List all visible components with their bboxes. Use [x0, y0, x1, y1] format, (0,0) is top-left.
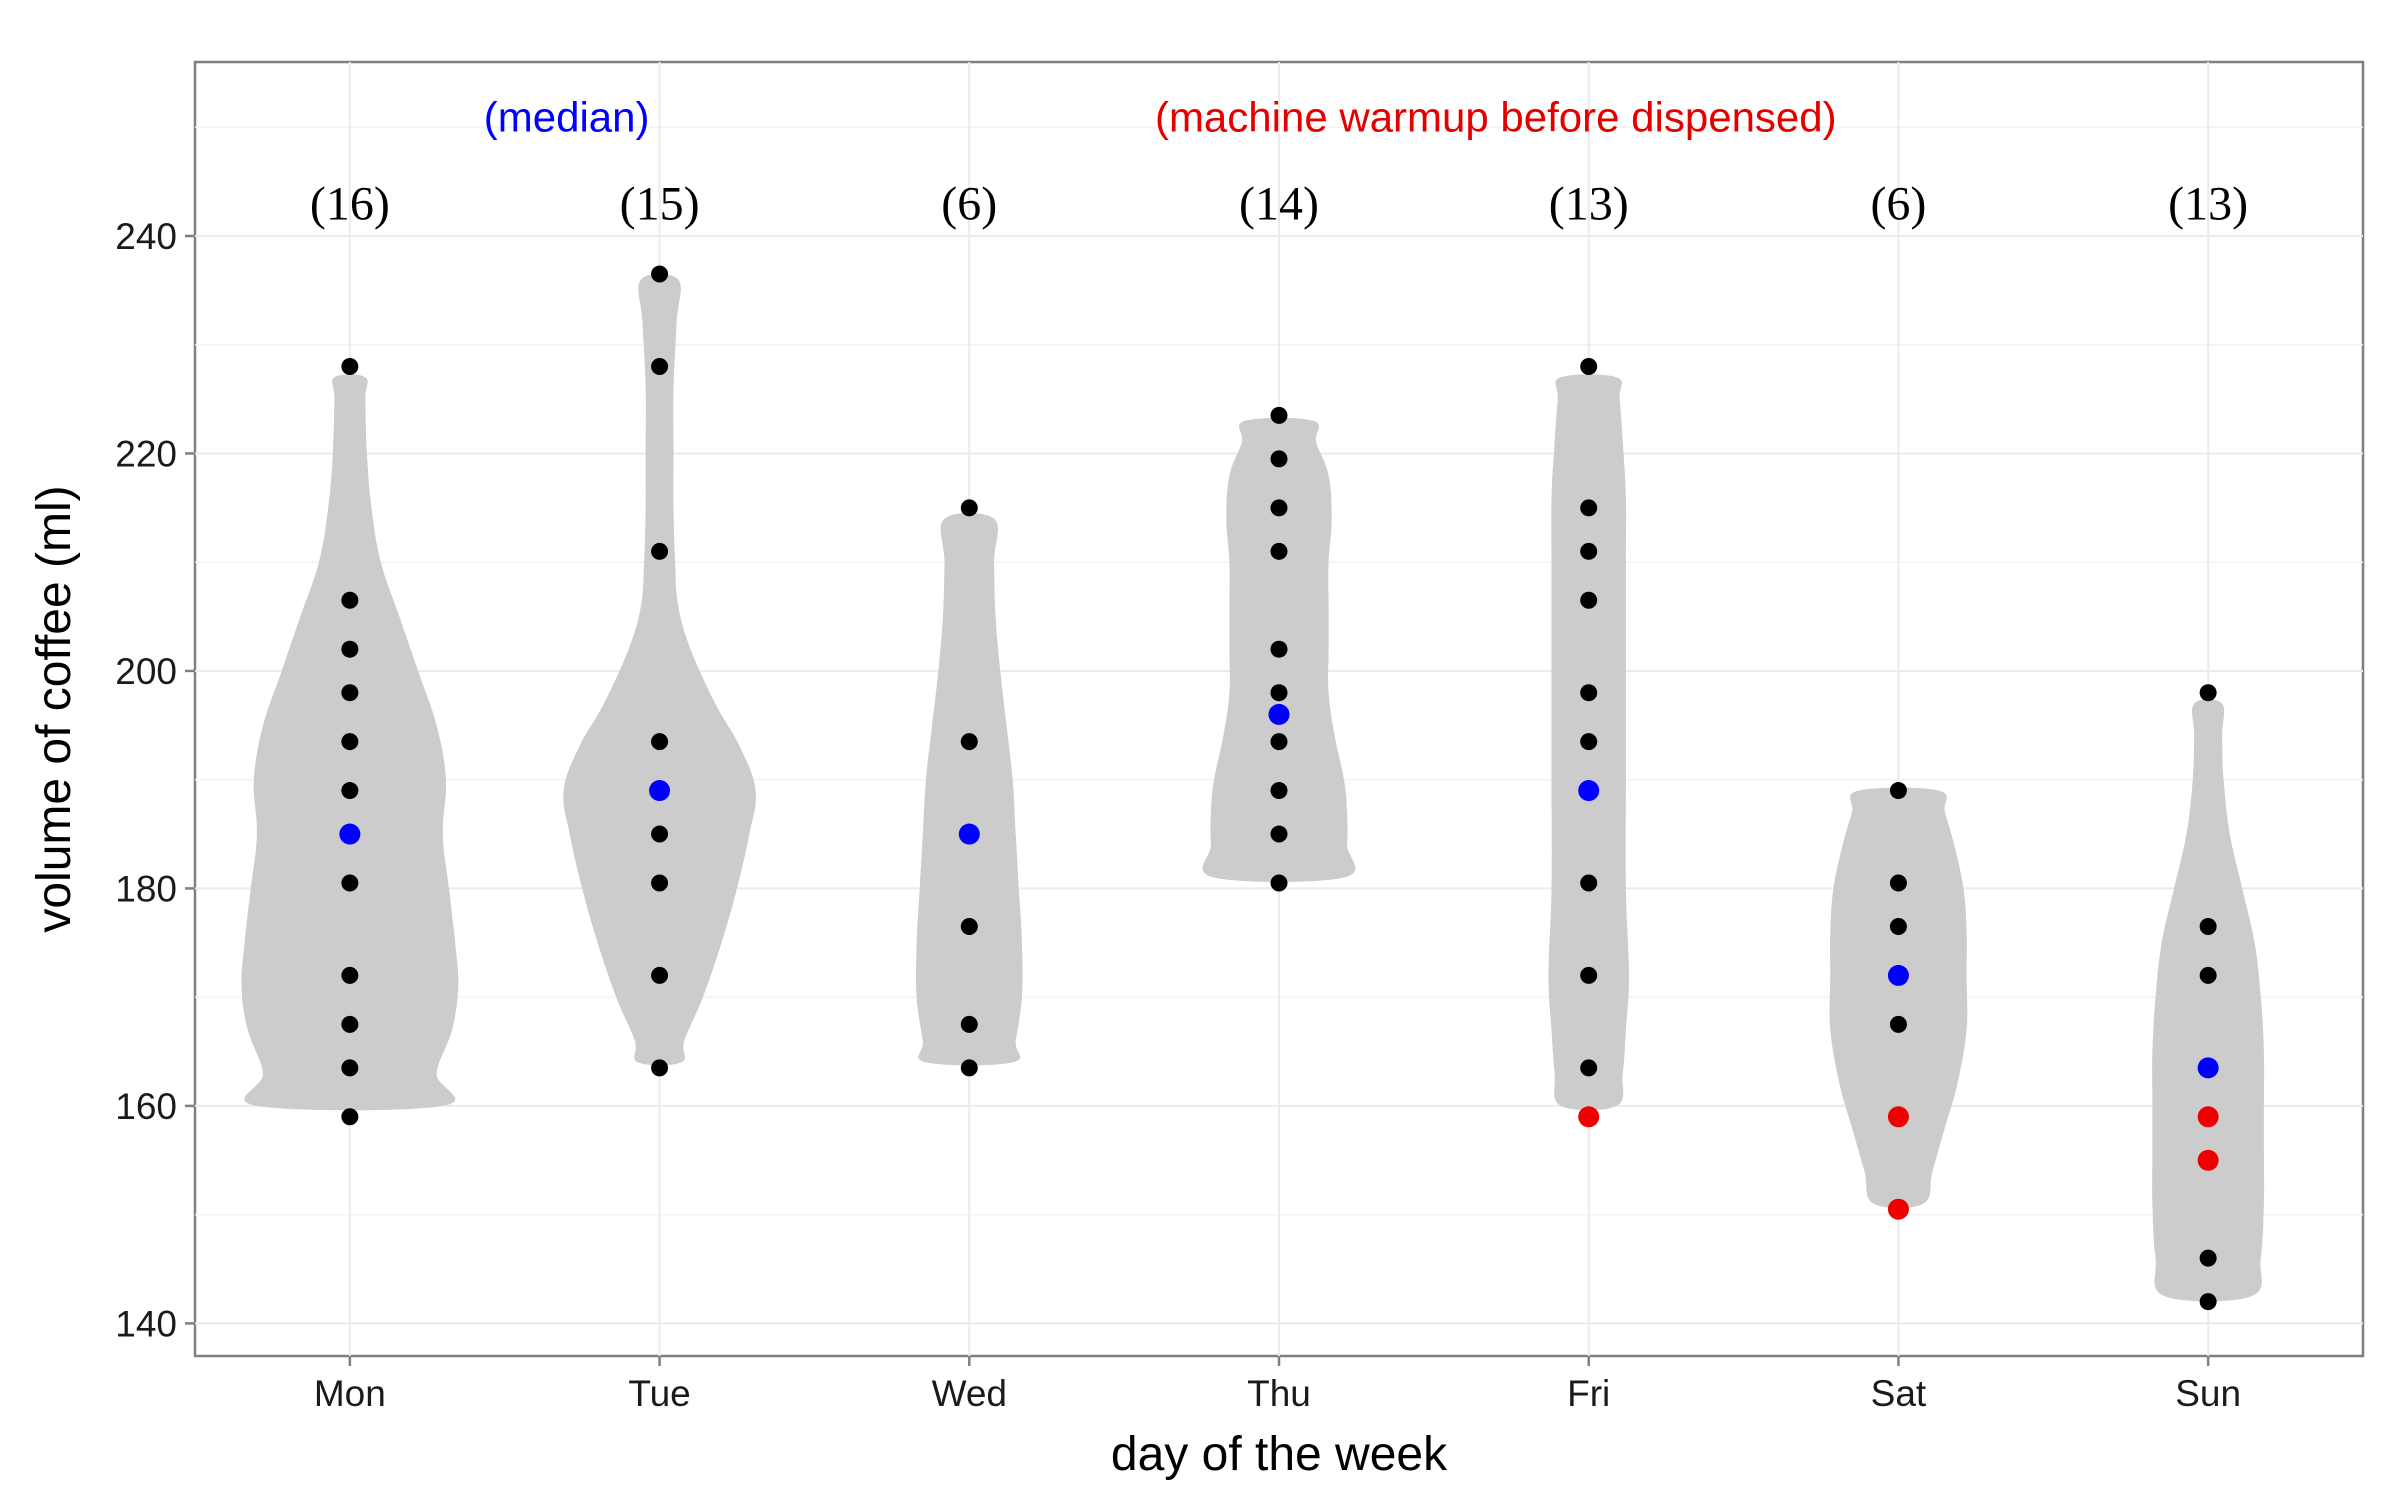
violin-sun [2152, 699, 2265, 1302]
y-tick-label-200: 200 [115, 651, 177, 692]
count-label-mon: (16) [310, 177, 390, 230]
point-fri-normal [1580, 1059, 1598, 1077]
point-mon-normal [341, 1015, 359, 1033]
point-sun-normal [2199, 917, 2217, 935]
y-tick-label-220: 220 [115, 433, 177, 474]
y-tick-label-140: 140 [115, 1303, 177, 1344]
point-wed-normal [960, 1015, 978, 1033]
x-tick-label-thu: Thu [1247, 1373, 1311, 1414]
point-fri-normal [1580, 542, 1598, 560]
point-mon-normal [341, 591, 359, 609]
count-labels: (16) (15) (6) (14) (13) (6) (13) [310, 177, 2248, 230]
point-thu-normal [1270, 782, 1288, 800]
point-sat-median [1887, 964, 1909, 986]
count-label-fri: (13) [1549, 177, 1629, 230]
point-mon-normal [341, 874, 359, 892]
point-sat-normal [1889, 782, 1907, 800]
point-mon-normal [341, 966, 359, 984]
point-thu-normal [1270, 640, 1288, 658]
y-tick-label-180: 180 [115, 868, 177, 909]
point-tue-normal [651, 874, 669, 892]
point-thu-normal [1270, 542, 1288, 560]
violin-wed [915, 512, 1023, 1066]
point-sun-normal [2199, 966, 2217, 984]
x-tick-label-wed: Wed [932, 1373, 1007, 1414]
count-label-tue: (15) [620, 177, 700, 230]
x-tick-label-mon: Mon [314, 1373, 386, 1414]
point-fri-normal [1580, 874, 1598, 892]
point-wed-normal [960, 1059, 978, 1077]
violin-sat [1829, 787, 1968, 1209]
point-fri-normal [1580, 499, 1598, 517]
point-thu-normal [1270, 406, 1288, 424]
data-points [339, 265, 2219, 1311]
point-thu-normal [1270, 450, 1288, 468]
point-sun-normal [2199, 1293, 2217, 1311]
point-fri-normal [1580, 733, 1598, 751]
y-axis-title: volume of coffee (ml) [28, 485, 81, 932]
y-tick-label-240: 240 [115, 216, 177, 257]
point-fri-normal [1580, 966, 1598, 984]
point-fri-warmup [1578, 1106, 1600, 1128]
count-label-thu: (14) [1239, 177, 1319, 230]
point-tue-normal [651, 825, 669, 843]
point-wed-median [958, 823, 980, 845]
y-tick-label-160: 160 [115, 1086, 177, 1127]
point-mon-median [339, 823, 361, 845]
point-wed-normal [960, 733, 978, 751]
x-tick-label-sun: Sun [2175, 1373, 2241, 1414]
point-mon-normal [341, 1108, 359, 1126]
count-label-sun: (13) [2168, 177, 2248, 230]
point-tue-normal [651, 966, 669, 984]
point-thu-normal [1270, 874, 1288, 892]
point-thu-normal [1270, 825, 1288, 843]
point-mon-normal [341, 357, 359, 375]
point-sun-normal [2199, 1249, 2217, 1267]
count-label-sat: (6) [1870, 177, 1926, 230]
point-tue-normal [651, 1059, 669, 1077]
annotations: (median) (machine warmup before dispensed… [484, 93, 1837, 140]
violin-tue [563, 273, 756, 1066]
point-mon-normal [341, 640, 359, 658]
point-fri-normal [1580, 357, 1598, 375]
point-sat-normal [1889, 874, 1907, 892]
annotation-machine-warmup-before-dispensed: (machine warmup before dispensed) [1155, 93, 1837, 140]
point-thu-normal [1270, 733, 1288, 751]
point-sat-normal [1889, 1015, 1907, 1033]
point-mon-normal [341, 782, 359, 800]
point-mon-normal [341, 733, 359, 751]
point-tue-normal [651, 542, 669, 560]
point-sun-warmup [2197, 1149, 2219, 1171]
point-sat-warmup [1887, 1198, 1909, 1220]
x-tick-label-tue: Tue [628, 1373, 690, 1414]
point-sat-warmup [1887, 1106, 1909, 1128]
annotation-median: (median) [484, 93, 650, 140]
point-wed-normal [960, 917, 978, 935]
point-fri-normal [1580, 591, 1598, 609]
point-tue-median [649, 780, 671, 802]
point-thu-median [1268, 703, 1290, 725]
point-thu-normal [1270, 684, 1288, 702]
x-axis-title: day of the week [1111, 1428, 1448, 1481]
point-mon-normal [341, 684, 359, 702]
x-tick-label-fri: Fri [1567, 1373, 1610, 1414]
axes: 140 160 180 200 220 240 Mon Tue Wed Thu Fri Sat Sun [115, 216, 2241, 1414]
point-tue-normal [651, 733, 669, 751]
count-label-wed: (6) [941, 177, 997, 230]
point-fri-median [1578, 780, 1600, 802]
point-sun-warmup [2197, 1106, 2219, 1128]
point-tue-normal [651, 265, 669, 283]
point-mon-normal [341, 1059, 359, 1077]
point-sun-normal [2199, 684, 2217, 702]
point-sun-median [2197, 1057, 2219, 1079]
x-tick-label-sat: Sat [1871, 1373, 1927, 1414]
point-fri-normal [1580, 684, 1598, 702]
point-wed-normal [960, 499, 978, 517]
point-thu-normal [1270, 499, 1288, 517]
point-sat-normal [1889, 917, 1907, 935]
point-tue-normal [651, 357, 669, 375]
